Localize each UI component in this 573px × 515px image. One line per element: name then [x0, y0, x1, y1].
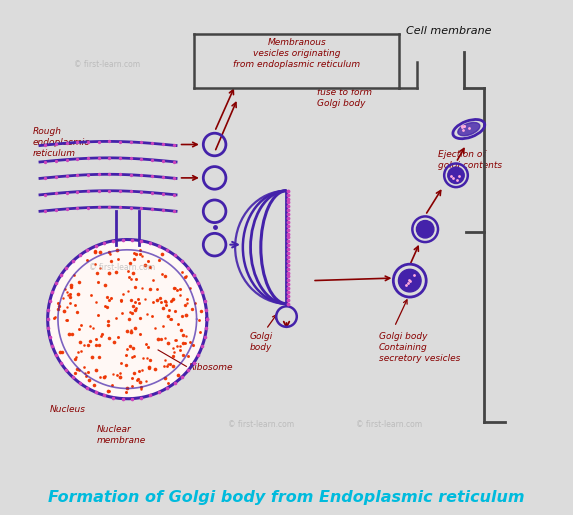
Circle shape: [417, 220, 434, 238]
Text: Ribosome: Ribosome: [189, 364, 233, 372]
Text: © first-learn.com: © first-learn.com: [356, 420, 422, 429]
Ellipse shape: [458, 123, 480, 136]
Circle shape: [48, 239, 207, 399]
Text: Golgi body
Containing
secretory vesicles: Golgi body Containing secretory vesicles: [379, 332, 460, 363]
Text: © first-learn.com: © first-learn.com: [89, 263, 155, 272]
Text: Golgi
body: Golgi body: [249, 332, 272, 352]
Circle shape: [448, 167, 464, 183]
Circle shape: [398, 269, 421, 292]
Text: Cell membrane: Cell membrane: [406, 26, 492, 37]
Text: Formation of Golgi body from Endoplasmic reticulum: Formation of Golgi body from Endoplasmic…: [48, 490, 525, 505]
Text: fuse to form
Golgi body: fuse to form Golgi body: [317, 88, 372, 108]
Text: © first-learn.com: © first-learn.com: [74, 60, 140, 70]
Text: Membranous
vesicles originating
from endoplasmic reticulum: Membranous vesicles originating from end…: [233, 38, 360, 69]
Text: Rough
endoplasmic
reticulum: Rough endoplasmic reticulum: [32, 127, 89, 158]
Text: Nuclear
membrane: Nuclear membrane: [96, 425, 146, 445]
Text: Ejection of
golgi contents: Ejection of golgi contents: [438, 150, 502, 170]
Text: Nucleus: Nucleus: [50, 404, 87, 414]
Text: © first-learn.com: © first-learn.com: [227, 420, 294, 429]
